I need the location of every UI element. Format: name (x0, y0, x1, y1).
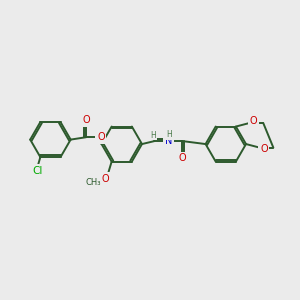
Text: N: N (165, 136, 172, 146)
Text: O: O (250, 116, 257, 126)
Text: CH₃: CH₃ (85, 178, 101, 187)
Text: O: O (260, 144, 268, 154)
Text: H: H (150, 130, 156, 140)
Text: O: O (102, 174, 110, 184)
Text: H: H (166, 130, 172, 139)
Text: O: O (82, 115, 90, 125)
Text: O: O (97, 132, 105, 142)
Text: Cl: Cl (32, 166, 43, 176)
Text: O: O (178, 153, 186, 163)
